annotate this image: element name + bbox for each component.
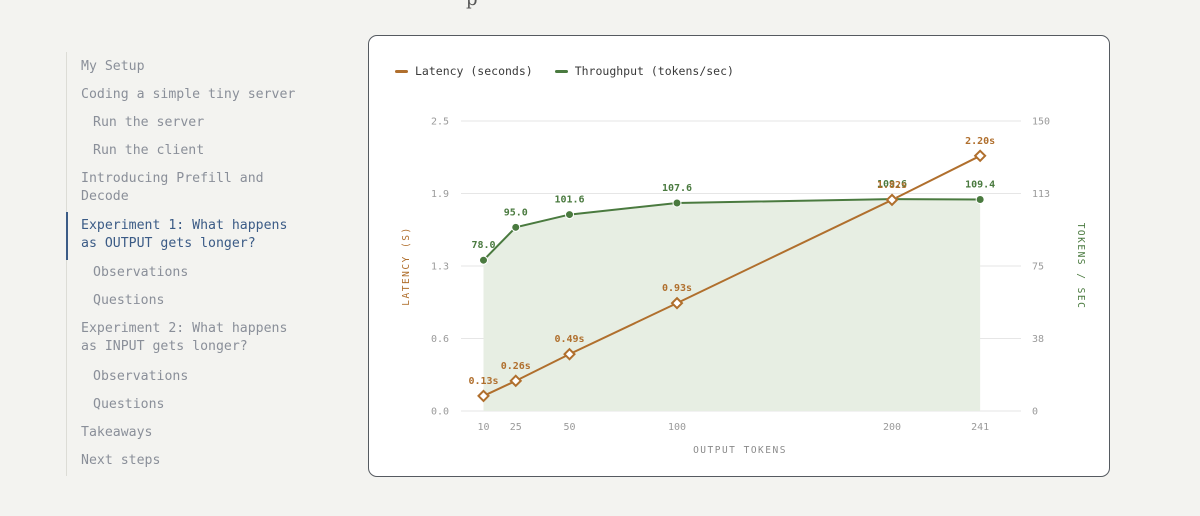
- toc-item[interactable]: Experiment 1: What happens as OUTPUT get…: [81, 218, 288, 251]
- y-left-axis-title: LATENCY (S): [401, 226, 412, 305]
- latency-point: [670, 296, 684, 310]
- chart-legend: Latency (seconds) Throughput (tokens/sec…: [395, 64, 756, 78]
- latency-point: [885, 193, 899, 207]
- x-axis-title: OUTPUT TOKENS: [693, 445, 787, 456]
- y-left-tick-label: 1.3: [431, 262, 449, 273]
- throughput-point: [672, 198, 682, 208]
- latency-line: [483, 154, 981, 397]
- throughput-data-label: 95.0: [504, 207, 528, 218]
- toc-item[interactable]: Takeaways: [81, 425, 153, 440]
- toc-item[interactable]: Introducing Prefill and Decode: [81, 171, 264, 204]
- legend-item-latency[interactable]: Latency (seconds): [395, 64, 533, 78]
- latency-point: [563, 347, 576, 361]
- legend-label-throughput: Throughput (tokens/sec): [574, 64, 734, 78]
- x-tick-label: 10: [477, 422, 489, 433]
- chart-card: Latency (seconds) Throughput (tokens/sec…: [368, 35, 1110, 477]
- x-tick-label: 100: [668, 422, 686, 433]
- toc-item[interactable]: Experiment 2: What happens as INPUT gets…: [81, 321, 288, 354]
- toc-active-indicator: [66, 212, 68, 260]
- toc-item[interactable]: Coding a simple tiny server: [81, 87, 296, 102]
- table-of-contents: My Setup Coding a simple tiny server Run t…: [66, 52, 307, 476]
- legend-swatch-throughput: [554, 69, 568, 73]
- toc-item[interactable]: Observations: [93, 369, 189, 384]
- throughput-point: [565, 210, 574, 220]
- throughput-data-label: 101.6: [554, 195, 584, 206]
- y-right-tick-label: 38: [1032, 334, 1044, 345]
- latency-data-label: 0.93s: [662, 283, 692, 294]
- toc-item[interactable]: Run the server: [93, 115, 205, 130]
- latency-data-label: 0.26s: [501, 361, 531, 372]
- throughput-point: [479, 255, 488, 265]
- throughput-line: [482, 198, 981, 261]
- y-right-tick-label: 0: [1032, 407, 1038, 418]
- y-left-tick-label: 1.9: [431, 189, 449, 200]
- y-left-tick-label: 0.6: [431, 334, 449, 345]
- throughput-point: [975, 194, 985, 204]
- throughput-point: [511, 222, 521, 232]
- toc-item[interactable]: Next steps: [81, 453, 161, 468]
- toc-item[interactable]: Run the client: [93, 143, 205, 158]
- page-text-fragment: p: [466, 0, 478, 10]
- throughput-data-label: 109.6: [877, 179, 907, 190]
- toc-item[interactable]: Questions: [93, 293, 165, 308]
- x-tick-label: 25: [510, 422, 522, 433]
- latency-throughput-chart: 0.0 0 0.6 38 1.3 75 1.9 113 2.5 150 10 25 50 100 200 24…: [401, 117, 1086, 457]
- y-right-axis-title: TOKENS / SEC: [1075, 223, 1086, 310]
- x-tick-label: 50: [563, 422, 575, 433]
- throughput-area: [483, 199, 981, 411]
- latency-data-label: 1.82s: [877, 180, 907, 191]
- throughput-data-label: 78.0: [471, 240, 495, 251]
- y-left-tick-label: 0.0: [431, 407, 449, 418]
- toc-item[interactable]: Questions: [93, 397, 165, 412]
- x-tick-label: 241: [971, 422, 989, 433]
- x-tick-label: 200: [883, 422, 901, 433]
- latency-data-label: 0.49s: [554, 334, 584, 345]
- latency-data-label: 0.13s: [468, 376, 498, 387]
- latency-point: [477, 389, 490, 403]
- latency-point: [509, 374, 523, 388]
- y-right-tick-label: 75: [1032, 262, 1044, 273]
- latency-point: [973, 149, 987, 163]
- toc-item[interactable]: My Setup: [81, 59, 145, 74]
- y-right-tick-label: 150: [1032, 117, 1050, 128]
- y-right-tick-label: 113: [1032, 189, 1050, 200]
- legend-swatch-latency: [395, 69, 408, 73]
- legend-item-throughput[interactable]: Throughput (tokens/sec): [554, 64, 734, 78]
- throughput-data-label: 107.6: [662, 183, 692, 194]
- latency-data-label: 2.20s: [965, 136, 995, 147]
- toc-item[interactable]: Observations: [93, 265, 189, 280]
- legend-label-latency: Latency (seconds): [415, 64, 533, 78]
- throughput-data-label: 109.4: [965, 179, 995, 190]
- y-left-tick-label: 2.5: [431, 117, 449, 128]
